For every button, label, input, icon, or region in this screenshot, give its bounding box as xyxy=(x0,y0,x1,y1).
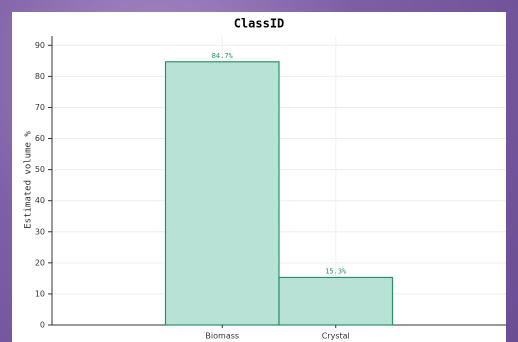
y-tick-label: 10 xyxy=(35,289,45,298)
y-tick-label: 50 xyxy=(35,165,45,174)
y-axis-label: Estimated volume % xyxy=(24,131,34,229)
y-tick-label: 70 xyxy=(35,103,45,112)
y-tick-label: 80 xyxy=(35,72,45,81)
y-tick-label: 90 xyxy=(35,41,45,50)
bar xyxy=(278,276,394,326)
y-tick-label: 30 xyxy=(35,227,45,236)
data-label: 15.3% xyxy=(325,267,347,275)
bar xyxy=(164,61,280,326)
y-tick-label: 0 xyxy=(40,321,45,330)
x-tick-label: Crystal xyxy=(322,332,350,341)
data-label: 84.7% xyxy=(212,52,234,60)
y-tick-label: 60 xyxy=(35,134,45,143)
y-tick-label: 20 xyxy=(35,258,45,267)
y-tick-label: 40 xyxy=(35,196,45,205)
chart-title: ClassID xyxy=(234,17,285,31)
x-tick-label: Biomass xyxy=(205,332,239,341)
